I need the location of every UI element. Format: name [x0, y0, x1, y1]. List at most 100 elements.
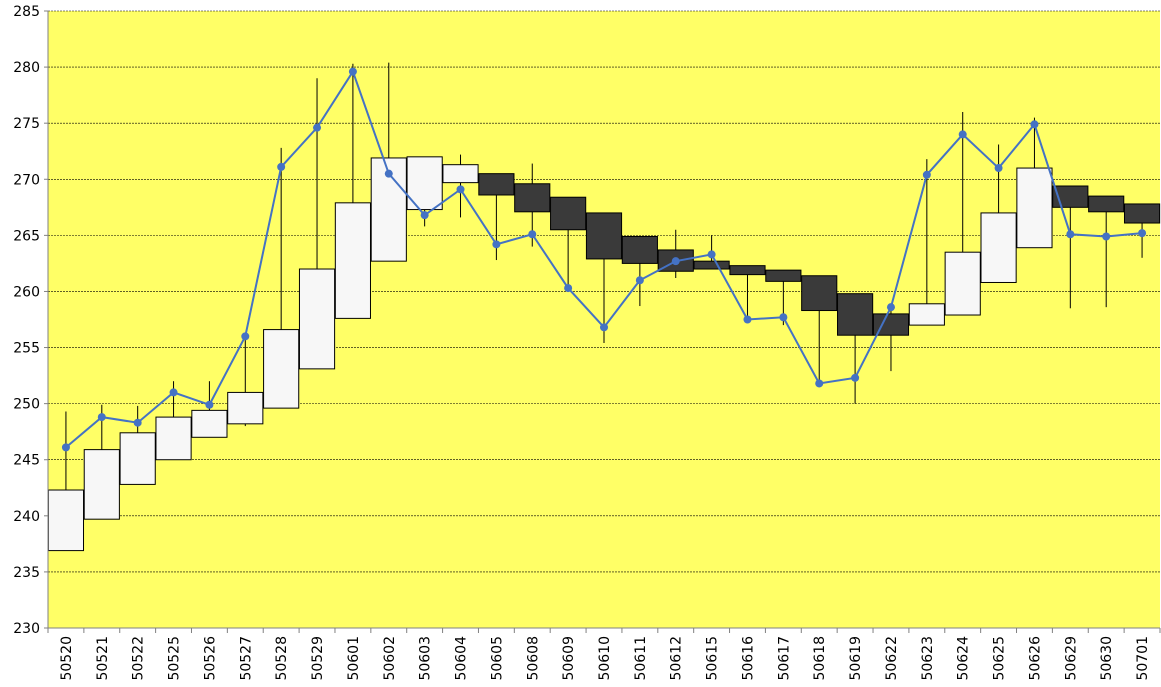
x-tick-label: 50619	[848, 636, 864, 681]
candle-body-down	[1052, 185, 1089, 208]
series-point	[205, 400, 214, 409]
x-tick-label: 50701	[1135, 636, 1151, 681]
y-tick-label: 280	[13, 60, 40, 76]
y-tick-label: 270	[13, 172, 40, 188]
x-tick-label: 50603	[418, 636, 434, 681]
candle-body-down	[1123, 203, 1161, 224]
close-line-series	[61, 67, 1147, 452]
candle-bodies	[47, 156, 1161, 552]
x-tick-label: 50618	[812, 636, 828, 681]
candle-body-down	[1088, 195, 1125, 213]
candle-body-down	[765, 269, 802, 282]
x-tick-label: 50521	[95, 636, 111, 681]
series-point	[348, 67, 357, 76]
y-tick-label: 245	[13, 453, 40, 469]
x-tick-label: 50623	[920, 636, 936, 681]
candle-body-down	[514, 183, 551, 213]
candle-body-down	[729, 265, 766, 276]
x-tick-label: 50610	[597, 636, 613, 681]
series-point	[97, 413, 106, 422]
x-tick-label: 50522	[131, 636, 147, 681]
series-point	[133, 418, 142, 427]
candle-body-down	[801, 275, 838, 312]
x-tick-label: 50630	[1099, 636, 1115, 681]
x-tick-label: 50626	[1027, 636, 1043, 681]
x-tick-label: 50612	[669, 636, 685, 681]
x-tick-label: 50615	[705, 636, 721, 681]
x-tick-label: 50617	[776, 636, 792, 681]
candle-body-up	[47, 489, 85, 552]
candle-body-up	[908, 303, 945, 326]
axes	[44, 10, 1161, 633]
candle-body-up	[980, 212, 1017, 283]
series-point	[169, 388, 178, 397]
candle-body-up	[227, 391, 264, 425]
series-point	[958, 130, 967, 139]
x-tick-label: 50609	[561, 636, 577, 681]
candle-body-up	[442, 164, 479, 184]
candle-body-up	[1016, 167, 1053, 249]
series-point	[886, 303, 895, 312]
candle-body-down	[872, 313, 910, 336]
x-tick-label: 50608	[525, 636, 541, 681]
candle-body-up	[334, 202, 371, 319]
x-tick-label: 50526	[202, 636, 218, 681]
series-point	[61, 443, 70, 452]
series-point	[456, 185, 465, 194]
candle-body-down	[621, 235, 658, 264]
x-tick-label: 50605	[489, 636, 505, 681]
candle-body-up	[119, 432, 156, 485]
candle-body-up	[944, 251, 981, 316]
series-point	[277, 162, 286, 171]
y-tick-label: 285	[13, 4, 40, 20]
x-tick-label: 50604	[454, 636, 470, 681]
series-point	[420, 211, 429, 220]
series-point	[600, 323, 608, 332]
series-point	[528, 230, 537, 239]
candle-body-down	[693, 260, 730, 270]
series-point	[492, 240, 501, 249]
series-point	[1066, 230, 1075, 239]
y-tick-label: 240	[13, 509, 40, 525]
x-tick-label: 50616	[740, 636, 756, 681]
series-point	[922, 170, 931, 179]
candle-body-down	[550, 196, 587, 231]
series-point	[564, 284, 573, 293]
y-tick-label: 260	[13, 284, 40, 300]
series-point	[707, 250, 716, 259]
series-point	[851, 373, 860, 382]
candle-body-up	[155, 416, 192, 461]
series-point	[671, 257, 680, 266]
series-point	[313, 123, 322, 132]
x-tick-label: 50520	[59, 636, 75, 681]
x-tick-label: 50525	[167, 636, 183, 681]
series-point	[779, 313, 788, 322]
candle-body-up	[191, 409, 228, 438]
x-tick-label: 50611	[633, 636, 649, 681]
candle-body-up	[263, 329, 300, 409]
x-tick-label: 50625	[992, 636, 1008, 681]
series-point	[743, 315, 752, 324]
y-tick-label: 255	[13, 341, 40, 357]
y-tick-label: 250	[13, 397, 40, 413]
y-tick-label: 230	[13, 621, 40, 637]
series-point	[994, 164, 1003, 173]
x-tick-label: 50529	[310, 636, 326, 681]
candle-body-up	[83, 449, 120, 520]
x-tick-label: 50528	[274, 636, 290, 681]
candle-body-up	[298, 268, 336, 370]
x-tick-labels: 50520 50521 50522 50525 50526 50527 50528 50529…	[59, 636, 1151, 681]
series-point	[384, 169, 393, 178]
candle-body-down	[478, 173, 515, 196]
series-point	[1138, 229, 1147, 238]
x-tick-label: 50622	[884, 636, 900, 681]
series-point	[635, 276, 644, 285]
y-tick-label: 275	[13, 116, 40, 132]
x-tick-label: 50602	[382, 636, 398, 681]
y-tick-labels: 230 235 240 245 250 255 260 265 270 275 280 285	[13, 4, 40, 637]
candle-body-down	[837, 293, 874, 336]
series-point	[241, 332, 250, 341]
y-tick-label: 265	[13, 228, 40, 244]
y-tick-label: 235	[13, 565, 40, 581]
